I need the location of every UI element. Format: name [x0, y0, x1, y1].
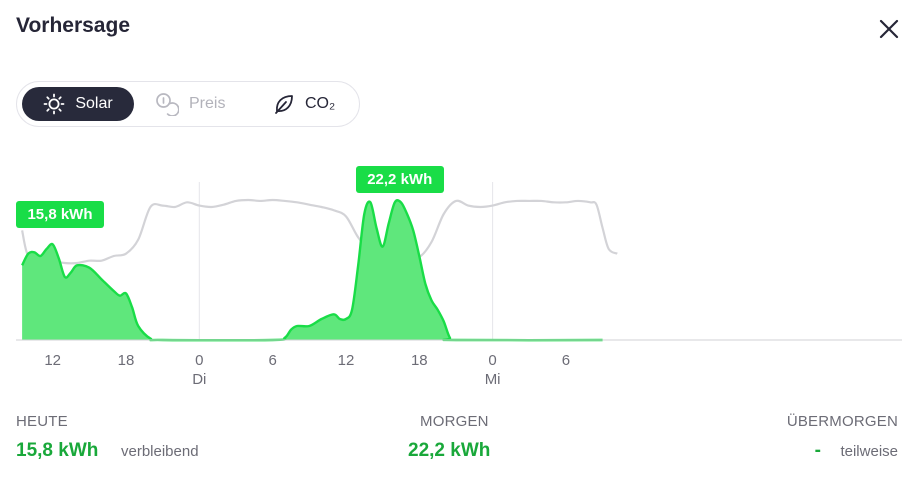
sun-icon: [43, 93, 65, 115]
x-tick-label-3: 6: [268, 352, 276, 369]
solar-line: [21, 199, 603, 342]
tab-solar[interactable]: Solar: [22, 87, 134, 121]
day-after-note: teilweise: [840, 443, 898, 460]
x-tick-label-7: 6: [562, 352, 570, 369]
solar-area: [22, 200, 603, 341]
coins-icon: [156, 93, 179, 116]
tab-co2-label: CO₂: [305, 95, 336, 112]
day-after-label: ÜBERMORGEN: [786, 413, 898, 430]
day-after-value: -: [814, 440, 821, 461]
tab-price[interactable]: Preis: [155, 87, 255, 121]
today-note: verbleibend: [121, 443, 199, 460]
tab-solar-label: Solar: [75, 95, 113, 112]
tomorrow-value: 22,2 kWh: [408, 440, 491, 461]
x-tick-label-6: 0: [488, 352, 496, 369]
page-title: Vorhersage: [16, 14, 130, 37]
solar-forecast-chart: 12 18 0 Di 6 12 18 0 Mi 6: [16, 182, 902, 388]
close-icon[interactable]: [876, 16, 902, 42]
annotation-0: 15,8 kWh: [16, 201, 104, 228]
chart-mode-switch: Solar Preis CO₂: [16, 81, 360, 127]
x-tick-label-4: 12: [338, 352, 355, 369]
tomorrow-label: MORGEN: [420, 413, 489, 430]
annotation-1: 22,2 kWh: [355, 166, 444, 193]
x-tick-label-5: 18: [411, 352, 428, 369]
price-line: [21, 198, 618, 265]
x-day-label-2: Di: [192, 371, 206, 388]
x-tick-label-1: 18: [118, 352, 135, 369]
leaf-icon: [275, 95, 293, 114]
tab-price-label: Preis: [189, 95, 226, 112]
today-label: HEUTE: [16, 413, 68, 430]
x-tick-label-0: 12: [44, 352, 61, 369]
today-value: 15,8 kWh: [16, 440, 99, 461]
tab-co2[interactable]: CO₂: [273, 87, 357, 121]
x-tick-label-2: 0: [195, 352, 203, 369]
x-day-label-6: Mi: [485, 371, 501, 388]
